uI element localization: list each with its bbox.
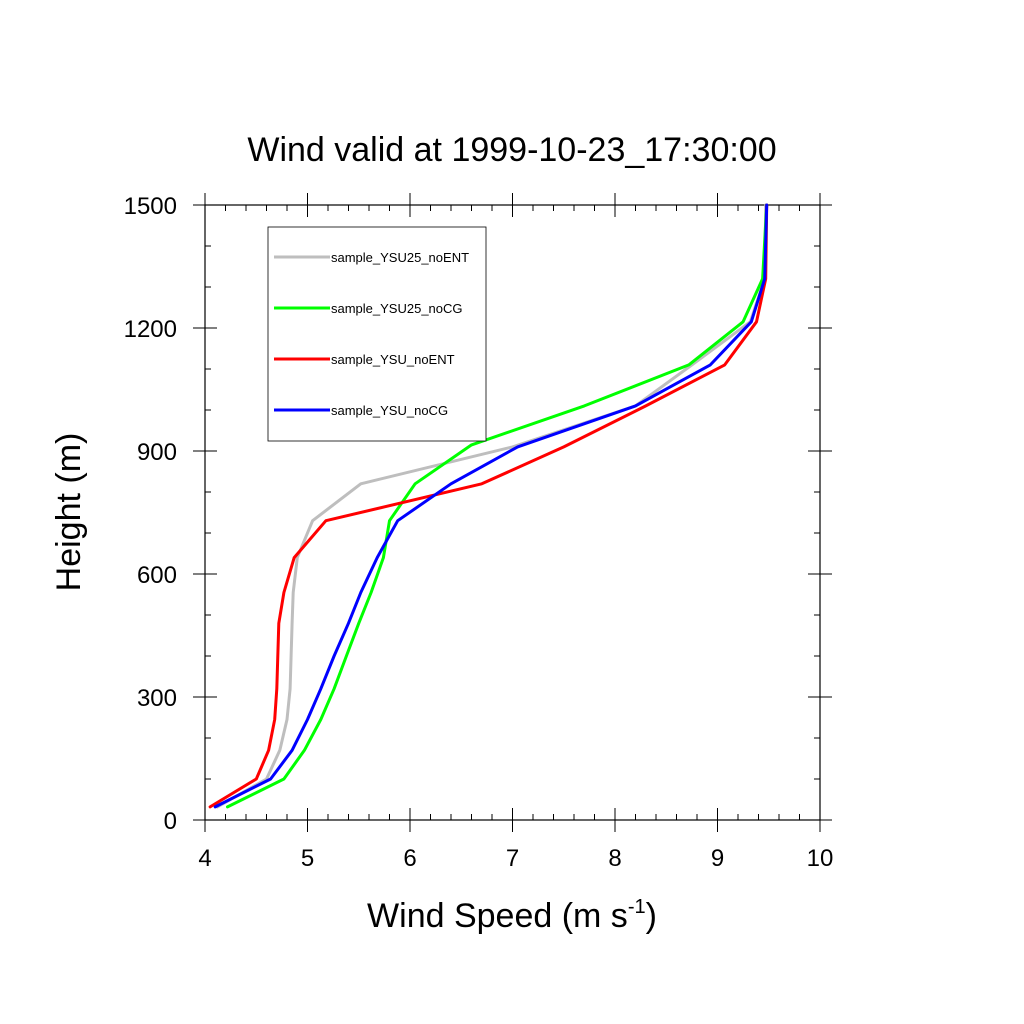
legend-label-sample-ysu-noent: sample_YSU_noENT (331, 352, 455, 367)
y-tick-label: 1200 (124, 316, 177, 343)
x-tick-label: 10 (807, 845, 834, 872)
legend: sample_YSU25_noENT sample_YSU25_noCGsampl… (267, 226, 487, 442)
legend-box (267, 226, 487, 442)
series-line-sample-ysu-nocg (213, 203, 769, 809)
y-axis-label: Height (m) (50, 433, 88, 592)
x-tick-label: 7 (506, 845, 519, 872)
axis-ticks (193, 193, 832, 832)
y-tick-label: 0 (164, 808, 177, 835)
axis-tick-labels: 4 5 6 7 8 9 10 0 300 600 900 1200 1500 (124, 193, 834, 872)
series-line-sample-ysu25-noent (215, 203, 768, 809)
x-tick-label: 9 (711, 845, 724, 872)
legend-label-sample-ysu25-nocg: sample_YSU25_noCG (331, 301, 463, 316)
y-tick-label: 1500 (124, 193, 177, 220)
x-axis-label: Wind Speed (m s-1) (367, 896, 657, 935)
x-axis-label-superscript: -1 (628, 896, 646, 918)
legend-label-sample-ysu25-noent: sample_YSU25_noENT (331, 250, 469, 265)
data-series (208, 203, 769, 809)
x-tick-label: 8 (608, 845, 621, 872)
x-tick-label: 6 (403, 845, 416, 872)
y-tick-label: 300 (137, 685, 177, 712)
x-tick-label: 4 (198, 845, 211, 872)
y-tick-label: 900 (137, 439, 177, 466)
y-tick-label: 600 (137, 562, 177, 589)
chart-title: Wind valid at 1999-10-23_17:30:00 (247, 131, 776, 169)
legend-label-sample-ysu-nocg: sample_YSU_noCG (331, 403, 448, 418)
x-axis-label-main: Wind Speed (m s (367, 897, 628, 935)
x-tick-label: 5 (301, 845, 314, 872)
series-line-sample-ysu-noent (208, 203, 769, 809)
x-axis-label-close: ) (646, 897, 657, 935)
series-line-sample-ysu25-nocg (226, 203, 769, 809)
